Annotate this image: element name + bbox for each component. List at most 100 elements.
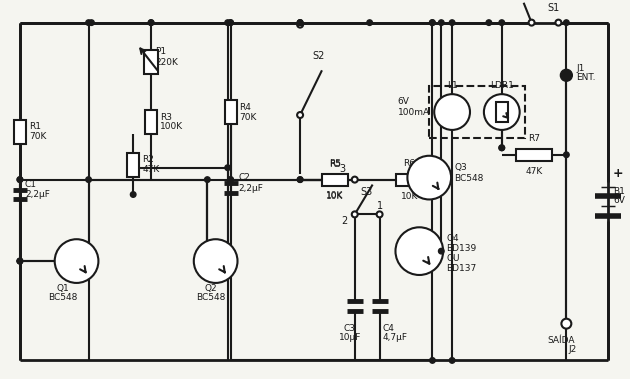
Bar [516, 149, 552, 161]
Circle shape [484, 94, 520, 130]
Circle shape [564, 152, 569, 158]
Bar [14, 120, 26, 144]
Text: C3: C3 [344, 324, 356, 333]
Circle shape [430, 20, 435, 25]
Bar [127, 153, 139, 177]
Text: 6V: 6V [613, 196, 625, 205]
Circle shape [55, 239, 98, 283]
Circle shape [396, 227, 443, 275]
Text: OU: OU [446, 254, 460, 263]
Circle shape [449, 20, 455, 25]
Circle shape [148, 20, 154, 25]
Text: C2: C2 [239, 172, 250, 182]
Circle shape [352, 177, 358, 183]
Text: Q1: Q1 [56, 284, 69, 293]
Text: BC548: BC548 [196, 293, 226, 302]
Bar [145, 110, 157, 134]
Circle shape [486, 20, 491, 25]
Text: SAÍDA: SAÍDA [547, 335, 575, 345]
Text: 3: 3 [340, 164, 346, 174]
Bar [496, 102, 508, 122]
Text: R2: R2 [142, 155, 154, 164]
Text: 2: 2 [341, 216, 348, 226]
Circle shape [194, 239, 238, 283]
Circle shape [130, 192, 136, 197]
Text: 70K: 70K [29, 132, 46, 141]
Text: J1: J1 [576, 64, 585, 73]
Text: R4: R4 [239, 103, 251, 111]
Text: 10μF: 10μF [338, 333, 361, 341]
Text: S2: S2 [312, 51, 324, 61]
Bar [322, 174, 348, 186]
Circle shape [367, 20, 372, 25]
Circle shape [297, 112, 303, 118]
Text: Q3: Q3 [454, 163, 467, 172]
Circle shape [352, 211, 358, 218]
Circle shape [297, 22, 303, 28]
Circle shape [499, 20, 505, 25]
Text: L1: L1 [447, 81, 457, 90]
Circle shape [205, 177, 210, 182]
Circle shape [17, 258, 23, 264]
Text: Q2: Q2 [204, 284, 217, 293]
Circle shape [17, 258, 23, 264]
Text: 100mA: 100mA [398, 108, 430, 117]
Circle shape [430, 358, 435, 363]
Text: B1: B1 [613, 186, 625, 196]
Circle shape [377, 211, 382, 218]
Circle shape [297, 20, 303, 25]
Text: R1: R1 [29, 122, 41, 132]
Circle shape [529, 20, 535, 26]
Text: ENT.: ENT. [576, 73, 596, 82]
Circle shape [17, 177, 23, 182]
Circle shape [499, 145, 505, 150]
Text: 220K: 220K [155, 58, 178, 67]
Circle shape [228, 177, 233, 182]
Text: C4: C4 [382, 324, 394, 333]
Circle shape [228, 20, 233, 25]
Circle shape [17, 177, 23, 182]
Text: 6V: 6V [398, 97, 410, 106]
Circle shape [86, 177, 91, 182]
Circle shape [408, 156, 451, 199]
Text: 4,7μF: 4,7μF [382, 333, 408, 341]
Text: R6: R6 [403, 159, 415, 168]
Text: R3: R3 [160, 113, 172, 122]
Circle shape [556, 20, 561, 26]
Text: BD139: BD139 [446, 244, 476, 253]
Text: 10K: 10K [326, 191, 343, 199]
Text: 1: 1 [377, 201, 382, 211]
Circle shape [225, 20, 231, 25]
Circle shape [228, 177, 233, 182]
Text: S1: S1 [547, 3, 559, 13]
Bar [429, 86, 525, 138]
Text: R5: R5 [329, 160, 341, 169]
Circle shape [438, 248, 444, 254]
Text: BD137: BD137 [446, 264, 476, 273]
Circle shape [297, 177, 303, 182]
Circle shape [561, 69, 572, 81]
Circle shape [148, 20, 154, 25]
Text: 47K: 47K [142, 165, 159, 174]
Text: +: + [613, 167, 624, 180]
Circle shape [17, 258, 23, 264]
Circle shape [225, 165, 231, 171]
Circle shape [438, 20, 444, 25]
Circle shape [228, 20, 233, 25]
Text: Q4: Q4 [446, 234, 459, 243]
Circle shape [297, 20, 303, 25]
Bar [396, 174, 422, 186]
Text: BC548: BC548 [454, 174, 483, 183]
Text: 2,2μF: 2,2μF [25, 191, 50, 199]
Text: R5: R5 [329, 159, 341, 168]
Circle shape [297, 20, 303, 25]
Text: 10K: 10K [326, 191, 343, 200]
Circle shape [499, 145, 505, 150]
Text: R7: R7 [528, 134, 540, 143]
Circle shape [430, 20, 435, 25]
Text: J2: J2 [568, 345, 576, 354]
Text: S3: S3 [361, 186, 373, 196]
Text: 47K: 47K [525, 167, 542, 176]
Text: BC548: BC548 [48, 293, 77, 302]
Circle shape [561, 319, 571, 329]
